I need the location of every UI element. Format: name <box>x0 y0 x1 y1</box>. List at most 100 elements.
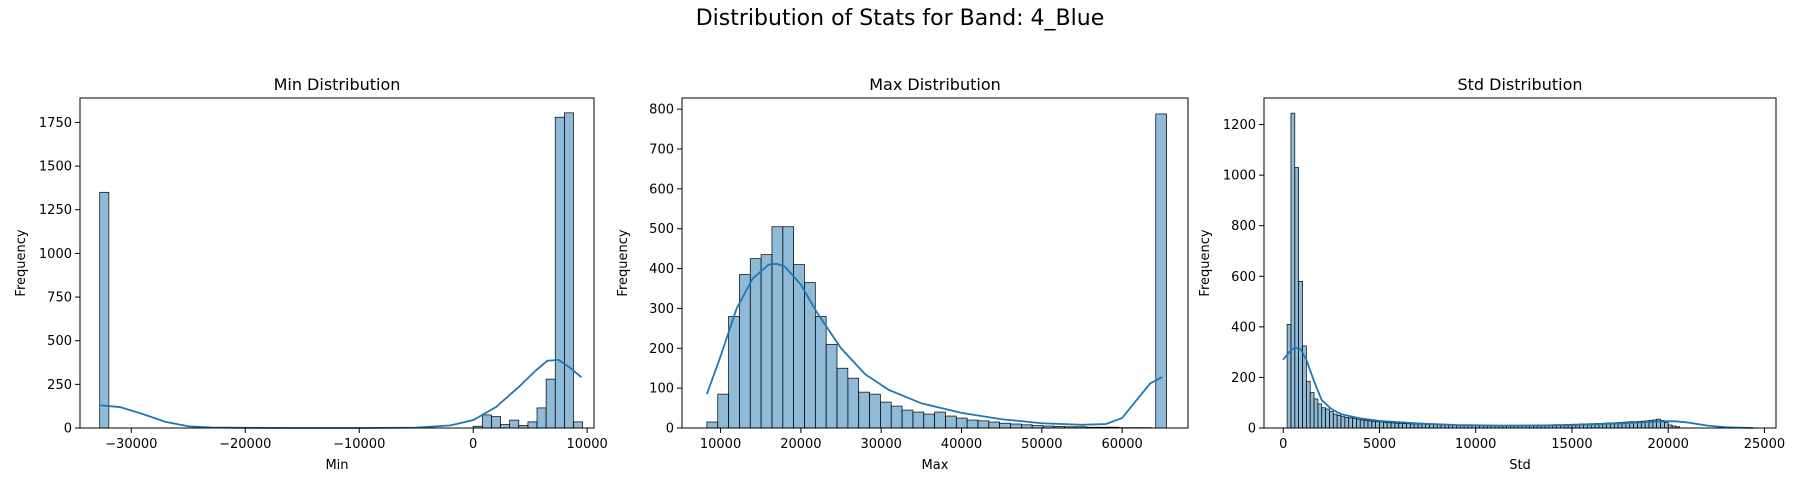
std-x-tick-label: 25000 <box>1744 437 1785 452</box>
std-histogram-bar <box>1402 423 1407 429</box>
max-histogram-bar <box>749 258 762 429</box>
max-histogram-bar <box>880 401 892 429</box>
max-histogram-bar <box>955 417 968 429</box>
std-histogram-bar <box>1413 423 1419 429</box>
max-histogram-bar <box>923 413 935 429</box>
min-histogram-bar <box>554 116 565 429</box>
min-x-tick-label: −30000 <box>105 437 157 452</box>
std-histogram-bar <box>1298 280 1303 429</box>
max-y-tick-label: 600 <box>649 182 674 197</box>
max-histogram-bar <box>890 405 903 429</box>
max-histogram-bar <box>717 393 729 429</box>
max-x-tick-label: 30000 <box>861 437 902 452</box>
max-histogram-bar <box>728 316 740 429</box>
min-histogram-bar <box>564 112 574 429</box>
max-subplot: 10000 20000 30000 40000 50000 60000 0 100 200 300… <box>616 75 1189 473</box>
min-y-tick-label: 1500 <box>39 160 72 175</box>
std-histogram-bar <box>1394 422 1400 429</box>
min-bars <box>99 112 583 429</box>
std-x-tick-label: 5000 <box>1363 437 1396 452</box>
std-histogram-bar <box>1313 398 1319 429</box>
std-y-tick-label: 1200 <box>1223 118 1256 133</box>
std-x-tick-label: 10000 <box>1455 437 1496 452</box>
max-y-tick-label: 700 <box>649 143 674 158</box>
max-histogram-bar <box>988 421 1000 429</box>
max-x-tick-label: 10000 <box>700 437 741 452</box>
std-histogram-bar <box>1356 418 1361 429</box>
std-histogram-bar <box>1317 403 1323 429</box>
max-axes-frame <box>681 97 1189 429</box>
std-x-tick-label: 20000 <box>1648 437 1689 452</box>
min-histogram-bar <box>481 414 492 429</box>
min-histogram-bar <box>536 407 547 429</box>
std-y-tick-label: 400 <box>1231 320 1256 335</box>
std-y-axis-label: Frequency <box>1198 229 1213 296</box>
std-bars <box>1286 112 1681 429</box>
max-kde-line <box>706 262 1163 426</box>
std-histogram-bar <box>1429 424 1434 429</box>
std-histogram-bar <box>1340 416 1346 429</box>
std-histogram-bar <box>1363 420 1369 429</box>
max-histogram-bar <box>739 274 751 429</box>
std-histogram-bar <box>1348 417 1353 429</box>
min-histogram-bar <box>491 416 501 429</box>
std-histogram-bar <box>1382 422 1388 429</box>
min-subplot: −30000 −20000 −10000 0 10000 0 250 500 750 1000 12… <box>14 75 608 473</box>
min-x-tick-label: −20000 <box>219 437 271 452</box>
min-histogram-bar <box>545 378 556 429</box>
min-y-tick-label: 1750 <box>39 116 72 131</box>
max-histogram-bar <box>912 411 925 429</box>
std-histogram-bar <box>1425 424 1430 429</box>
std-histogram-bar <box>1390 422 1396 429</box>
max-bars <box>706 113 1167 429</box>
std-x-axis-label: Std <box>1509 458 1531 473</box>
std-histogram-bar <box>1359 419 1365 429</box>
min-y-tick-label: 750 <box>47 291 72 306</box>
std-y-tick-label: 1000 <box>1223 169 1256 184</box>
max-histogram-bar <box>760 254 773 429</box>
min-histogram-bar <box>527 421 538 429</box>
std-histogram-bar <box>1294 167 1300 429</box>
std-histogram-bar <box>1344 417 1350 429</box>
min-histogram-bar <box>509 419 520 429</box>
max-histogram-bar <box>771 226 784 429</box>
min-histogram-bar <box>500 424 511 429</box>
max-x-tick-label: 40000 <box>941 437 982 452</box>
std-histogram-bar <box>1379 421 1384 429</box>
max-subplot-title: Max Distribution <box>869 75 1001 94</box>
max-histogram-bar <box>858 391 870 429</box>
std-histogram-bar <box>1409 423 1415 429</box>
std-histogram-bar <box>1664 422 1669 429</box>
min-y-tick-label: 500 <box>47 334 72 349</box>
max-histogram-bar <box>869 393 881 429</box>
std-histogram-bar <box>1329 411 1334 429</box>
std-axes-frame <box>1263 97 1777 429</box>
min-x-tick-label: 0 <box>469 437 477 452</box>
min-y-tick-label: 1000 <box>39 247 72 262</box>
std-histogram-bar <box>1417 423 1423 429</box>
min-y-axis-label: Frequency <box>14 229 29 296</box>
max-histogram-bar <box>999 422 1011 429</box>
max-x-tick-label: 20000 <box>780 437 821 452</box>
std-kde-line <box>1282 346 1753 429</box>
max-histogram-bar <box>836 367 849 429</box>
min-histogram-bar <box>573 421 583 429</box>
max-histogram-bar <box>814 316 827 429</box>
max-histogram-bar <box>847 377 860 429</box>
min-subplot-title: Min Distribution <box>274 75 401 94</box>
max-y-tick-label: 300 <box>649 302 674 317</box>
std-x-tick-label: 15000 <box>1551 437 1592 452</box>
std-histogram-bar <box>1367 420 1373 429</box>
std-histogram-bar <box>1336 415 1342 429</box>
std-histogram-bar <box>1375 421 1380 429</box>
std-y-tick-label: 0 <box>1248 422 1256 437</box>
min-y-tick-label: 1250 <box>39 203 72 218</box>
max-y-tick-label: 800 <box>649 103 674 118</box>
figure-title: Distribution of Stats for Band: 4_Blue <box>695 6 1105 31</box>
max-y-tick-label: 0 <box>666 422 674 437</box>
min-y-tick-label: 0 <box>64 422 72 437</box>
max-histogram-bar <box>782 226 794 429</box>
std-histogram-bar <box>1321 407 1326 429</box>
